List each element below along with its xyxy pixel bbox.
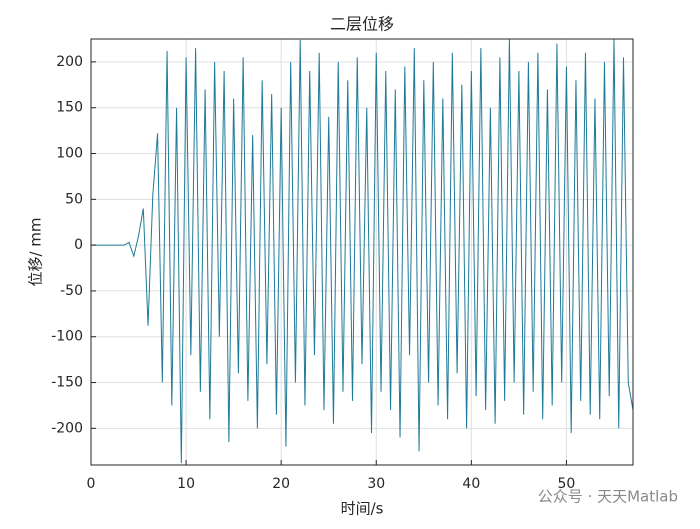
watermark: 公众号 · 天天Matlab: [538, 488, 678, 506]
chart-title: 二层位移: [330, 15, 394, 34]
x-tick-label: 40: [462, 476, 480, 492]
y-tick-label: -50: [60, 283, 83, 299]
y-tick-label: 150: [56, 100, 83, 116]
y-tick-label: 50: [65, 191, 83, 207]
y-tick-label: 100: [56, 146, 83, 162]
x-tick-label: 0: [87, 476, 96, 492]
y-tick-label: -100: [51, 329, 83, 345]
y-tick-label: 200: [56, 54, 83, 70]
y-axis-label: 位移/ mm: [27, 217, 45, 286]
x-tick-label: 50: [558, 476, 576, 492]
x-tick-label: 20: [272, 476, 290, 492]
plot-area: [91, 39, 633, 464]
x-tick-label: 30: [367, 476, 385, 492]
y-tick-label: 0: [74, 237, 83, 253]
y-tick-label: -150: [51, 375, 83, 391]
axes-box: [90, 38, 634, 466]
x-axis-label: 时间/s: [341, 500, 384, 518]
x-tick-label: 10: [177, 476, 195, 492]
y-tick-label: -200: [51, 420, 83, 436]
data-line: [91, 39, 633, 464]
